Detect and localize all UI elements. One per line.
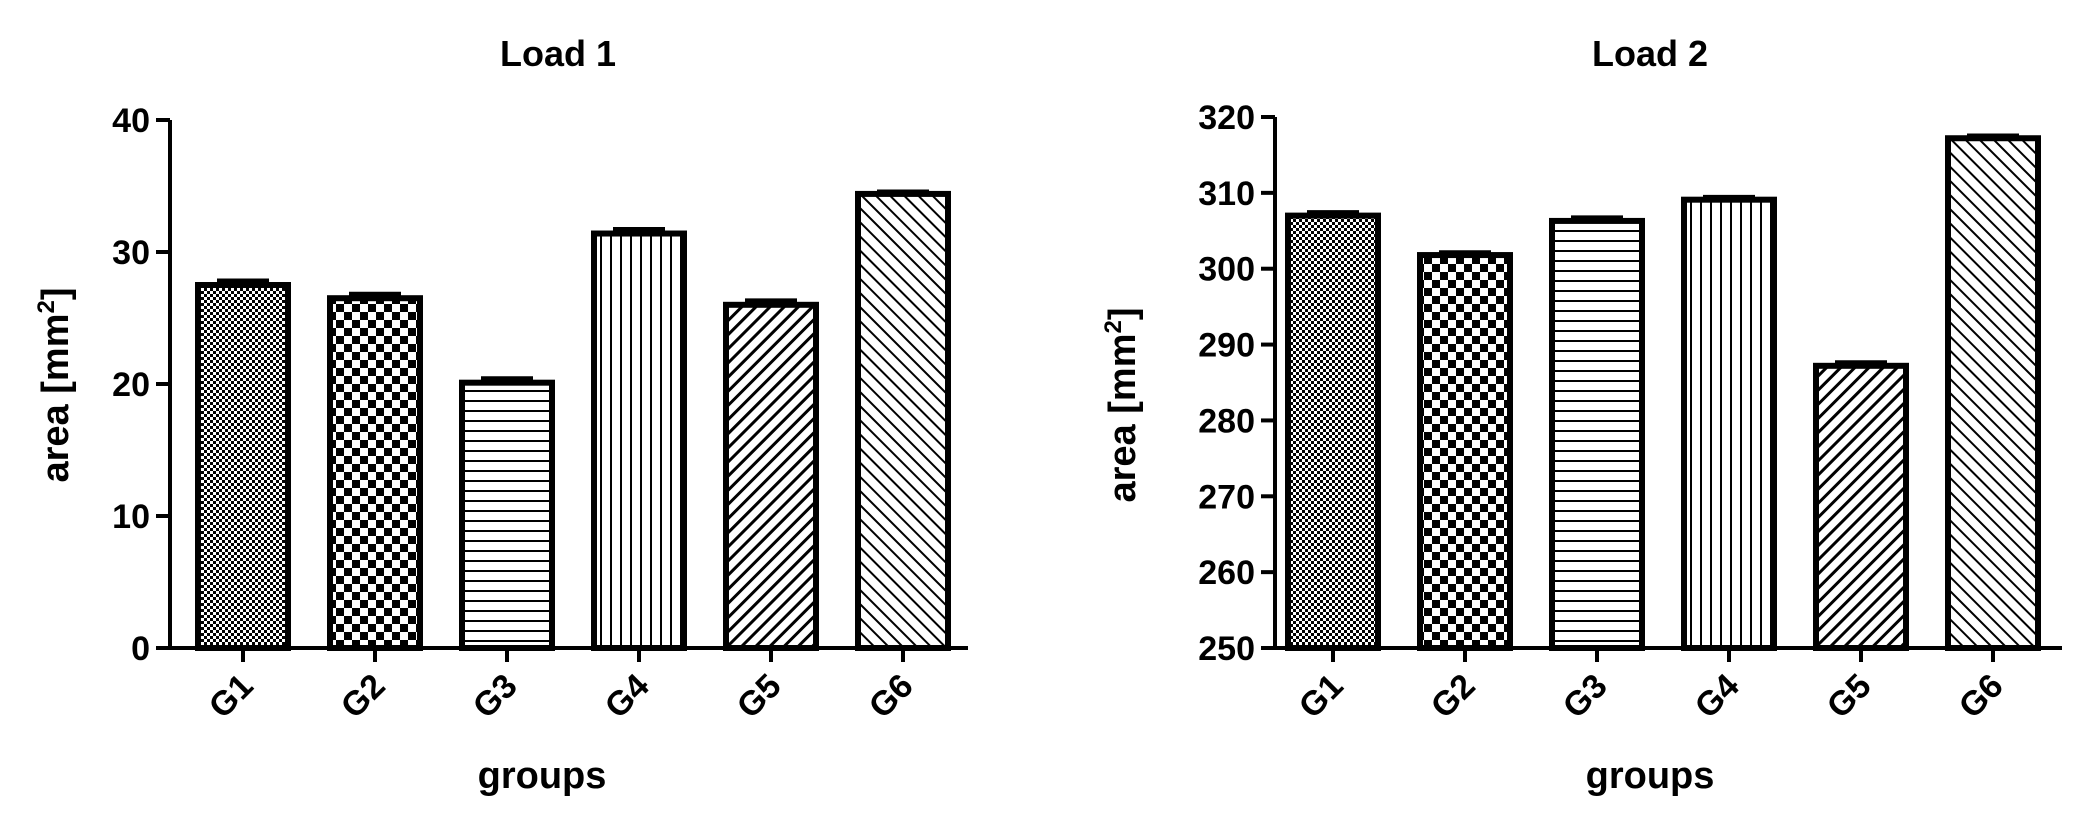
chart-1-xlabel: groups [478,755,607,797]
chart-1-ylabel: area [mm2] [33,288,77,483]
chart-2: Load 2 groups area [mm2] 250 260 270 280 290… [1100,33,2062,797]
chart-2-y-tick-label: 280 [1198,402,1255,440]
chart-2-bar-G5 [1813,362,1909,651]
chart-1-bar-G1 [195,282,291,651]
chart-1-category-label: G3 [466,667,525,726]
chart-1-y-tick-label: 10 [112,498,150,536]
chart-2-category-label: G4 [1688,667,1747,726]
chart-2-category-label: G1 [1292,667,1351,726]
chart-2-ylabel: area [mm2] [1100,308,1144,503]
chart-1-bar-G4 [591,230,687,652]
chart-1-category-label: G2 [334,667,393,726]
chart-1-bar-G6 [855,190,951,651]
chart-1-bar-G3 [459,379,555,651]
chart-2-bar-G4 [1681,196,1777,651]
chart-1-title: Load 1 [500,33,616,74]
chart-1-ylabel-main: area [mm [35,314,77,483]
chart-2-bar-G3 [1549,217,1645,651]
chart-2-bar-G6 [1945,135,2041,652]
chart-2-ylabel-sup: 2 [1100,320,1127,333]
chart-2-category-label: G2 [1424,667,1483,726]
chart-1-ylabel-close: ] [35,288,77,301]
chart-2-y-tick-label: 250 [1198,630,1255,668]
chart-1-y-tick-label: 20 [112,366,150,404]
chart-1-y-tick-label: 40 [112,102,150,140]
chart-2-category-label: G3 [1556,667,1615,726]
chart-2-y-tick-label: 260 [1198,554,1255,592]
chart-2-marks: 250 260 270 280 290 300 310 320 G1 G2 G3 G4 G5 G6 [1198,99,2062,726]
chart-2-y-tick-label: 310 [1198,175,1255,213]
chart-2-ylabel-close: ] [1102,308,1144,321]
chart-1-ylabel-sup: 2 [33,300,60,313]
chart-1-category-label: G1 [202,667,261,726]
chart-2-y-tick-label: 270 [1198,478,1255,516]
chart-2-xlabel: groups [1586,755,1715,797]
chart-2-ylabel-main: area [mm [1102,334,1144,503]
chart-1-category-label: G5 [730,667,789,726]
chart-2-y-tick-label: 320 [1198,99,1255,137]
chart-2-category-label: G5 [1820,667,1879,726]
chart-2-y-tick-label: 290 [1198,327,1255,365]
chart-2-bar-G1 [1285,212,1381,651]
chart-1-y-tick-label: 30 [112,234,150,272]
chart-1-category-label: G4 [598,667,657,726]
chart-1-category-label: G6 [862,667,921,726]
chart-1-y-tick-label: 0 [131,630,150,668]
chart-2-title: Load 2 [1592,33,1708,74]
chart-2-bar-G2 [1417,252,1513,651]
chart-1-bar-G5 [723,301,819,651]
chart-1-marks: 0 10 20 30 40 G1 G2 G3 G4 G5 G6 [112,102,968,726]
chart-2-y-tick-label: 300 [1198,251,1255,289]
chart-2-category-label: G6 [1952,667,2011,726]
chart-1: Load 1 groups area [mm2] 0 10 20 30 40 G1 G2 G3… [33,33,968,797]
chart-1-bar-G2 [327,295,423,651]
